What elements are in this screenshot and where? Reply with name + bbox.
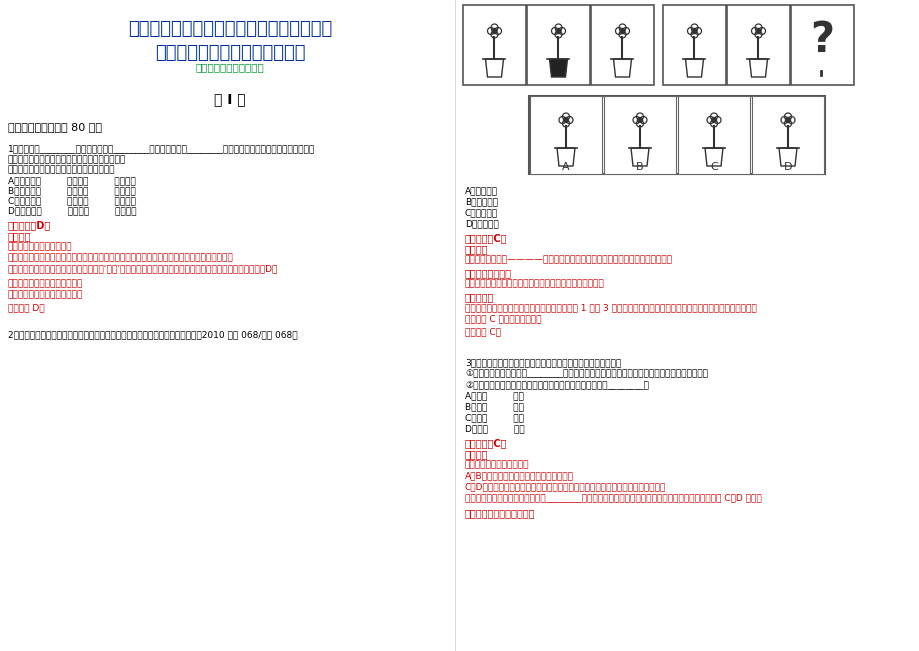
Text: 依次填入下列横线处词语，最恰当的一组是：: 依次填入下列横线处词语，最恰当的一组是： xyxy=(8,165,116,174)
Circle shape xyxy=(619,29,624,33)
Text: B、必须带来         就会带来         可以带来: B、必须带来 就会带来 可以带来 xyxy=(8,186,136,195)
Text: ①两汉时期汉代衣服几经________，绕至臀部，然后用绸带系束，衣上还绘有精美华丽的纹样。: ①两汉时期汉代衣服几经________，绕至臀部，然后用绸带系束，衣上还绘有精美… xyxy=(464,369,708,378)
Bar xyxy=(527,5,589,85)
Circle shape xyxy=(555,29,561,33)
Bar xyxy=(751,96,823,174)
Text: 本题规律：: 本题规律： xyxy=(464,292,494,302)
Text: 江苏南京水利科学研究院招考职用非在编工: 江苏南京水利科学研究院招考职用非在编工 xyxy=(128,20,332,38)
Text: 正确答案：C。: 正确答案：C。 xyxy=(464,233,507,243)
Text: D、能夠带来         可以带来         只能带来: D、能夠带来 可以带来 只能带来 xyxy=(8,206,136,215)
Circle shape xyxy=(710,117,716,122)
Text: ?: ? xyxy=(810,19,834,61)
Text: 答案解析: 答案解析 xyxy=(464,449,488,459)
Text: 来，就必须从提高老百姓的政治、经济地位入手。: 来，就必须从提高老百姓的政治、经济地位入手。 xyxy=(8,155,126,164)
Text: B、如图所示: B、如图所示 xyxy=(464,197,497,206)
Text: A: A xyxy=(562,162,569,172)
Text: 突破口：题干图形都是花盆的简笔画，考虑图形间的共性。: 突破口：题干图形都是花盆的简笔画，考虑图形间的共性。 xyxy=(464,279,604,288)
Bar xyxy=(604,96,675,174)
Text: 正确答案：C。: 正确答案：C。 xyxy=(464,438,507,448)
Circle shape xyxy=(785,117,789,122)
Text: 第 I 卷: 第 I 卷 xyxy=(214,92,245,106)
Polygon shape xyxy=(556,148,574,166)
Bar xyxy=(677,96,749,174)
Text: 故本题选 C。: 故本题选 C。 xyxy=(464,327,501,336)
Text: A、只能带来         能夠带来         必须带来: A、只能带来 能夠带来 必须带来 xyxy=(8,176,136,185)
Text: 第一步：判断题型————本题题干中图形自身特点非常明显，首先考虑找共性。: 第一步：判断题型————本题题干中图形自身特点非常明显，首先考虑找共性。 xyxy=(464,255,673,264)
Text: D、转折         叹罡: D、转折 叹罡 xyxy=(464,424,524,433)
Text: 第二步：题目详解: 第二步：题目详解 xyxy=(464,268,512,278)
Circle shape xyxy=(637,117,641,122)
Bar xyxy=(590,5,653,85)
Text: 第一、二空：本空为并列关系。: 第一、二空：本空为并列关系。 xyxy=(8,279,83,288)
Circle shape xyxy=(691,29,697,33)
Polygon shape xyxy=(685,59,703,77)
Bar xyxy=(528,96,824,174)
Text: C、转折         欣罡: C、转折 欣罡 xyxy=(464,413,524,422)
Text: 结合语境「两汉时期汉代衣服几经________」，是谈两汉时期服饥的变化，应填「几经转折」，答案在 C、D 之中。: 结合语境「两汉时期汉代衣服几经________」，是谈两汉时期服饥的变化，应填「… xyxy=(464,493,761,502)
Circle shape xyxy=(562,117,568,122)
Text: D、如图所示: D、如图所示 xyxy=(464,219,498,228)
Circle shape xyxy=(492,29,496,33)
Text: （图片大小可自由调整）: （图片大小可自由调整） xyxy=(196,62,264,72)
Polygon shape xyxy=(704,148,722,166)
Circle shape xyxy=(755,29,760,33)
Text: 1．「贵脸」________权利，「富脸」________金錢，「穷脸」________麻烦，要想让官员们的「阴阳脸」转过: 1．「贵脸」________权利，「富脸」________金錢，「穷脸」____… xyxy=(8,144,315,153)
Text: A、如图所示: A、如图所示 xyxy=(464,186,497,195)
Text: D: D xyxy=(783,162,791,172)
Text: C、D项「转折」指事物在发展过程中改变原来的方向、形势等，有回旋弯折之意。: C、D项「转折」指事物在发展过程中改变原来的方向、形势等，有回旋弯折之意。 xyxy=(464,482,665,491)
Text: 第一空：本空为词语辨析。: 第一空：本空为词语辨析。 xyxy=(464,460,529,469)
Text: 3．将下列选项中的词语依次填入各句横线处，最恰当的一组是：: 3．将下列选项中的词语依次填入各句横线处，最恰当的一组是： xyxy=(464,358,620,367)
Bar xyxy=(529,96,601,174)
Polygon shape xyxy=(749,59,766,77)
Text: C、如图所示: C、如图所示 xyxy=(464,208,497,217)
Text: 作人员笔试参考题库附答案详解: 作人员笔试参考题库附答案详解 xyxy=(154,44,305,62)
Bar xyxy=(726,5,789,85)
Bar xyxy=(790,5,853,85)
Polygon shape xyxy=(630,148,648,166)
Text: 第三空：本空为语义关系。: 第三空：本空为语义关系。 xyxy=(8,242,73,251)
Polygon shape xyxy=(778,148,796,166)
Text: 「只能带来」表示唯一能带来的只有；「‘穷脸’只能带来麻烦」体现了老百姓的困苦，语义恰当，答案锁定为D。: 「只能带来」表示唯一能带来的只有；「‘穷脸’只能带来麻烦」体现了老百姓的困苦，语… xyxy=(8,264,278,273)
Text: 2．从所给四个选项中，选择最合适的一个填入问号处，使之呈现一定规律性：《2010 广东 068/深圳 068》: 2．从所给四个选项中，选择最合适的一个填入问号处，使之呈现一定规律性：《2010… xyxy=(8,330,298,339)
Text: C、可以带来         能夠带来         就会带来: C、可以带来 能夠带来 就会带来 xyxy=(8,196,136,205)
Text: C: C xyxy=(709,162,717,172)
Text: 「能夠」、「可以」并列恰当。: 「能夠」、「可以」并列恰当。 xyxy=(8,290,83,299)
Text: A、周折         欣罡: A、周折 欣罡 xyxy=(464,391,523,400)
Text: 答案解析: 答案解析 xyxy=(464,244,488,254)
Text: B、周折         叹罡: B、周折 叹罡 xyxy=(464,402,523,411)
Text: 右，只有 C 选项符合此规律。: 右，只有 C 选项符合此规律。 xyxy=(464,314,541,323)
Text: ②王子和公主的婚礼办得十分盛大，亲眼目睡的民众们无不________。: ②王子和公主的婚礼办得十分盛大，亲眼目睡的民众们无不________。 xyxy=(464,380,648,389)
Text: 根据题意「贵脸」、「富脸」对应「权利、金錢」意义并列，「穷脸」对应「麻烦」意义消极。: 根据题意「贵脸」、「富脸」对应「权利、金錢」意义并列，「穷脸」对应「麻烦」意义消… xyxy=(8,253,233,262)
Polygon shape xyxy=(485,59,503,77)
Text: 一、单项选择题（共 80 题）: 一、单项选择题（共 80 题） xyxy=(8,122,102,132)
Text: 正确答案：D。: 正确答案：D。 xyxy=(8,220,51,230)
Polygon shape xyxy=(549,59,567,77)
Polygon shape xyxy=(613,59,630,77)
Text: 故本题选 D。: 故本题选 D。 xyxy=(8,303,45,312)
Text: 第一组图中，只有一个花盆出现黑色区域，且图 1 和图 3 花朵朝向相同，所以？处的花盆应为全白，且花的朝向应该向: 第一组图中，只有一个花盆出现黑色区域，且图 1 和图 3 花朵朝向相同，所以？处… xyxy=(464,303,756,312)
Text: 答案解析: 答案解析 xyxy=(8,231,31,241)
Bar xyxy=(663,5,725,85)
Bar xyxy=(462,5,526,85)
Text: A、B项「周折」指事情进程曲折，不顺利。: A、B项「周折」指事情进程曲折，不顺利。 xyxy=(464,471,573,480)
Text: B: B xyxy=(636,162,643,172)
Text: 第二空：本空为词语辨析。: 第二空：本空为词语辨析。 xyxy=(464,508,535,518)
